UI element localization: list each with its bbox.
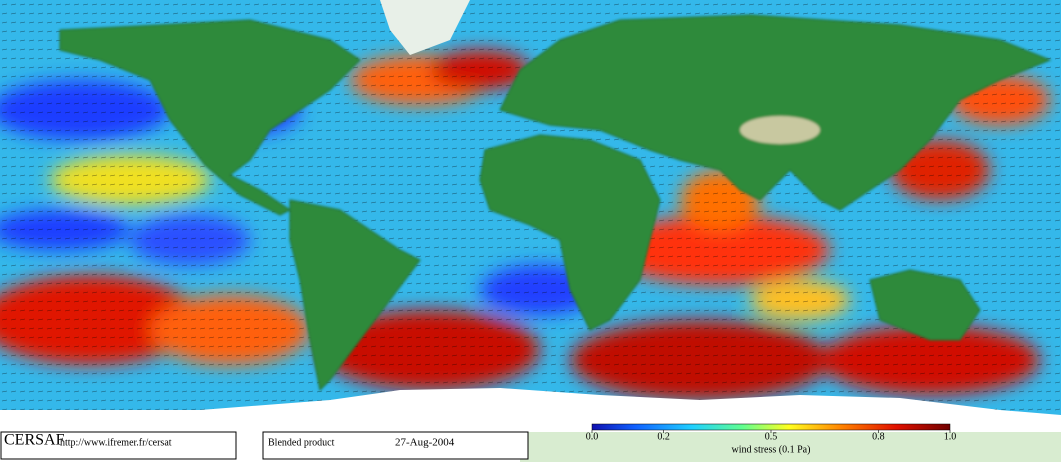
- colorbar: wind stress (0.1 Pa) 0.0 0.2 0.5 0.8 1.0: [586, 423, 957, 455]
- colorbar-tick-label: 0.0: [586, 431, 599, 442]
- product: Blended product: [268, 437, 335, 448]
- colorbar-tick-label: 0.5: [765, 431, 778, 442]
- logo-box: [0, 431, 237, 460]
- product-box: [262, 431, 529, 460]
- footer: CERSAF http://www.ifremer.fr/cersat Blen…: [0, 431, 529, 460]
- colorbar-gradient: [591, 423, 951, 431]
- colorbar-label: wind stress (0.1 Pa): [732, 444, 811, 455]
- colorbar-tick-label: 1.0: [944, 431, 957, 442]
- logo: CERSAF: [4, 432, 65, 449]
- date: 27-Aug-2004: [395, 437, 455, 449]
- url: http://www.ifremer.fr/cersat: [60, 437, 172, 448]
- colorbar-tick-label: 0.8: [872, 431, 885, 442]
- land: [59, 14, 1052, 392]
- colorbar-tick-label: 0.2: [657, 431, 670, 442]
